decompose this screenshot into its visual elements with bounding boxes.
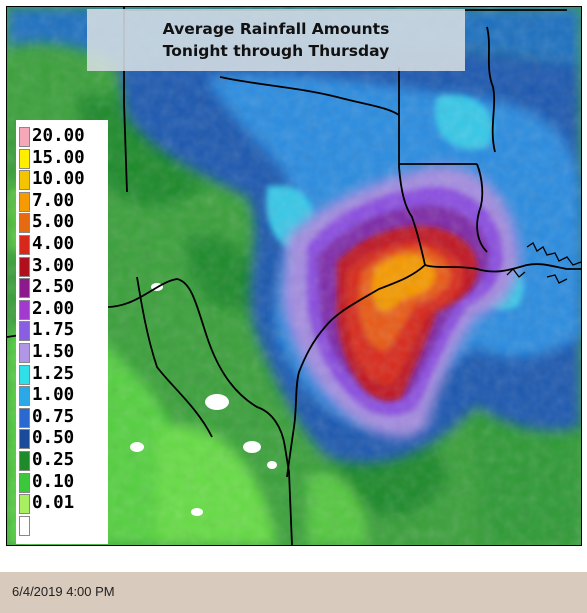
legend-label: 15.00 — [32, 147, 85, 168]
legend-row — [16, 515, 108, 537]
legend-row: 10.00 — [16, 169, 108, 191]
legend-swatch — [19, 429, 30, 450]
legend-row: 20.00 — [16, 126, 108, 148]
legend-swatch — [19, 364, 30, 385]
legend-label: 20.00 — [32, 126, 85, 146]
legend-swatch — [19, 494, 30, 515]
legend-label: 0.25 — [32, 450, 75, 470]
map-title-line2: Tonight through Thursday — [162, 42, 390, 60]
legend-label: 1.25 — [32, 363, 75, 384]
legend-label: 0.50 — [32, 428, 75, 449]
legend-row: 4.00 — [16, 234, 108, 256]
legend-row: 0.01 — [16, 493, 108, 515]
legend-label: 4.00 — [32, 234, 75, 254]
legend-row: 1.25 — [16, 364, 108, 386]
legend-swatch — [19, 515, 30, 536]
legend-label: 0.75 — [32, 406, 75, 427]
legend-swatch — [19, 213, 30, 234]
legend-swatch — [19, 321, 30, 342]
legend-label: 1.75 — [32, 320, 75, 341]
legend-row: 2.00 — [16, 299, 108, 321]
legend-row: 0.25 — [16, 450, 108, 472]
legend-swatch — [19, 451, 30, 471]
legend-label: 10.00 — [32, 169, 85, 190]
legend-label: 2.00 — [32, 298, 75, 319]
legend-swatch — [19, 472, 30, 493]
legend-row: 0.10 — [16, 472, 108, 494]
legend-row: 7.00 — [16, 191, 108, 213]
legend-label: 3.00 — [32, 255, 75, 276]
legend-swatch — [19, 256, 30, 277]
legend-label: 1.00 — [32, 385, 75, 406]
map-title-line1: Average Rainfall Amounts — [162, 20, 390, 38]
footer-bar: 6/4/2019 4:00 PM — [0, 572, 587, 613]
legend-label: 0.10 — [32, 471, 75, 492]
legend-label: 0.01 — [32, 493, 75, 514]
legend-swatch — [19, 407, 30, 428]
legend-swatch — [19, 170, 30, 191]
legend-row: 3.00 — [16, 256, 108, 278]
legend-row: 1.75 — [16, 320, 108, 342]
legend-swatch — [19, 191, 30, 212]
legend-swatch — [19, 278, 30, 299]
rainfall-legend: 20.00 15.00 10.00 7.00 5.00 4.00 3.00 2.50 2.00 1… — [16, 120, 108, 544]
legend-label: 2.50 — [32, 277, 75, 298]
legend-row: 0.75 — [16, 407, 108, 429]
legend-row: 1.00 — [16, 385, 108, 407]
legend-row: 2.50 — [16, 277, 108, 299]
legend-label: 1.50 — [32, 342, 75, 362]
legend-label: 7.00 — [32, 190, 75, 211]
legend-swatch — [19, 127, 30, 147]
footer-timestamp: 6/4/2019 4:00 PM — [12, 584, 115, 599]
legend-row: 1.50 — [16, 342, 108, 364]
legend-swatch — [19, 235, 30, 255]
legend-swatch — [19, 343, 30, 363]
map-title-box: Average Rainfall Amounts Tonight through… — [87, 9, 465, 71]
legend-row: 15.00 — [16, 148, 108, 170]
legend-label: 5.00 — [32, 212, 75, 233]
legend-row: 5.00 — [16, 212, 108, 234]
legend-swatch — [19, 386, 30, 407]
legend-swatch — [19, 148, 30, 169]
rainfall-map: Average Rainfall Amounts Tonight through… — [6, 6, 582, 546]
legend-swatch — [19, 299, 30, 320]
legend-row: 0.50 — [16, 428, 108, 450]
